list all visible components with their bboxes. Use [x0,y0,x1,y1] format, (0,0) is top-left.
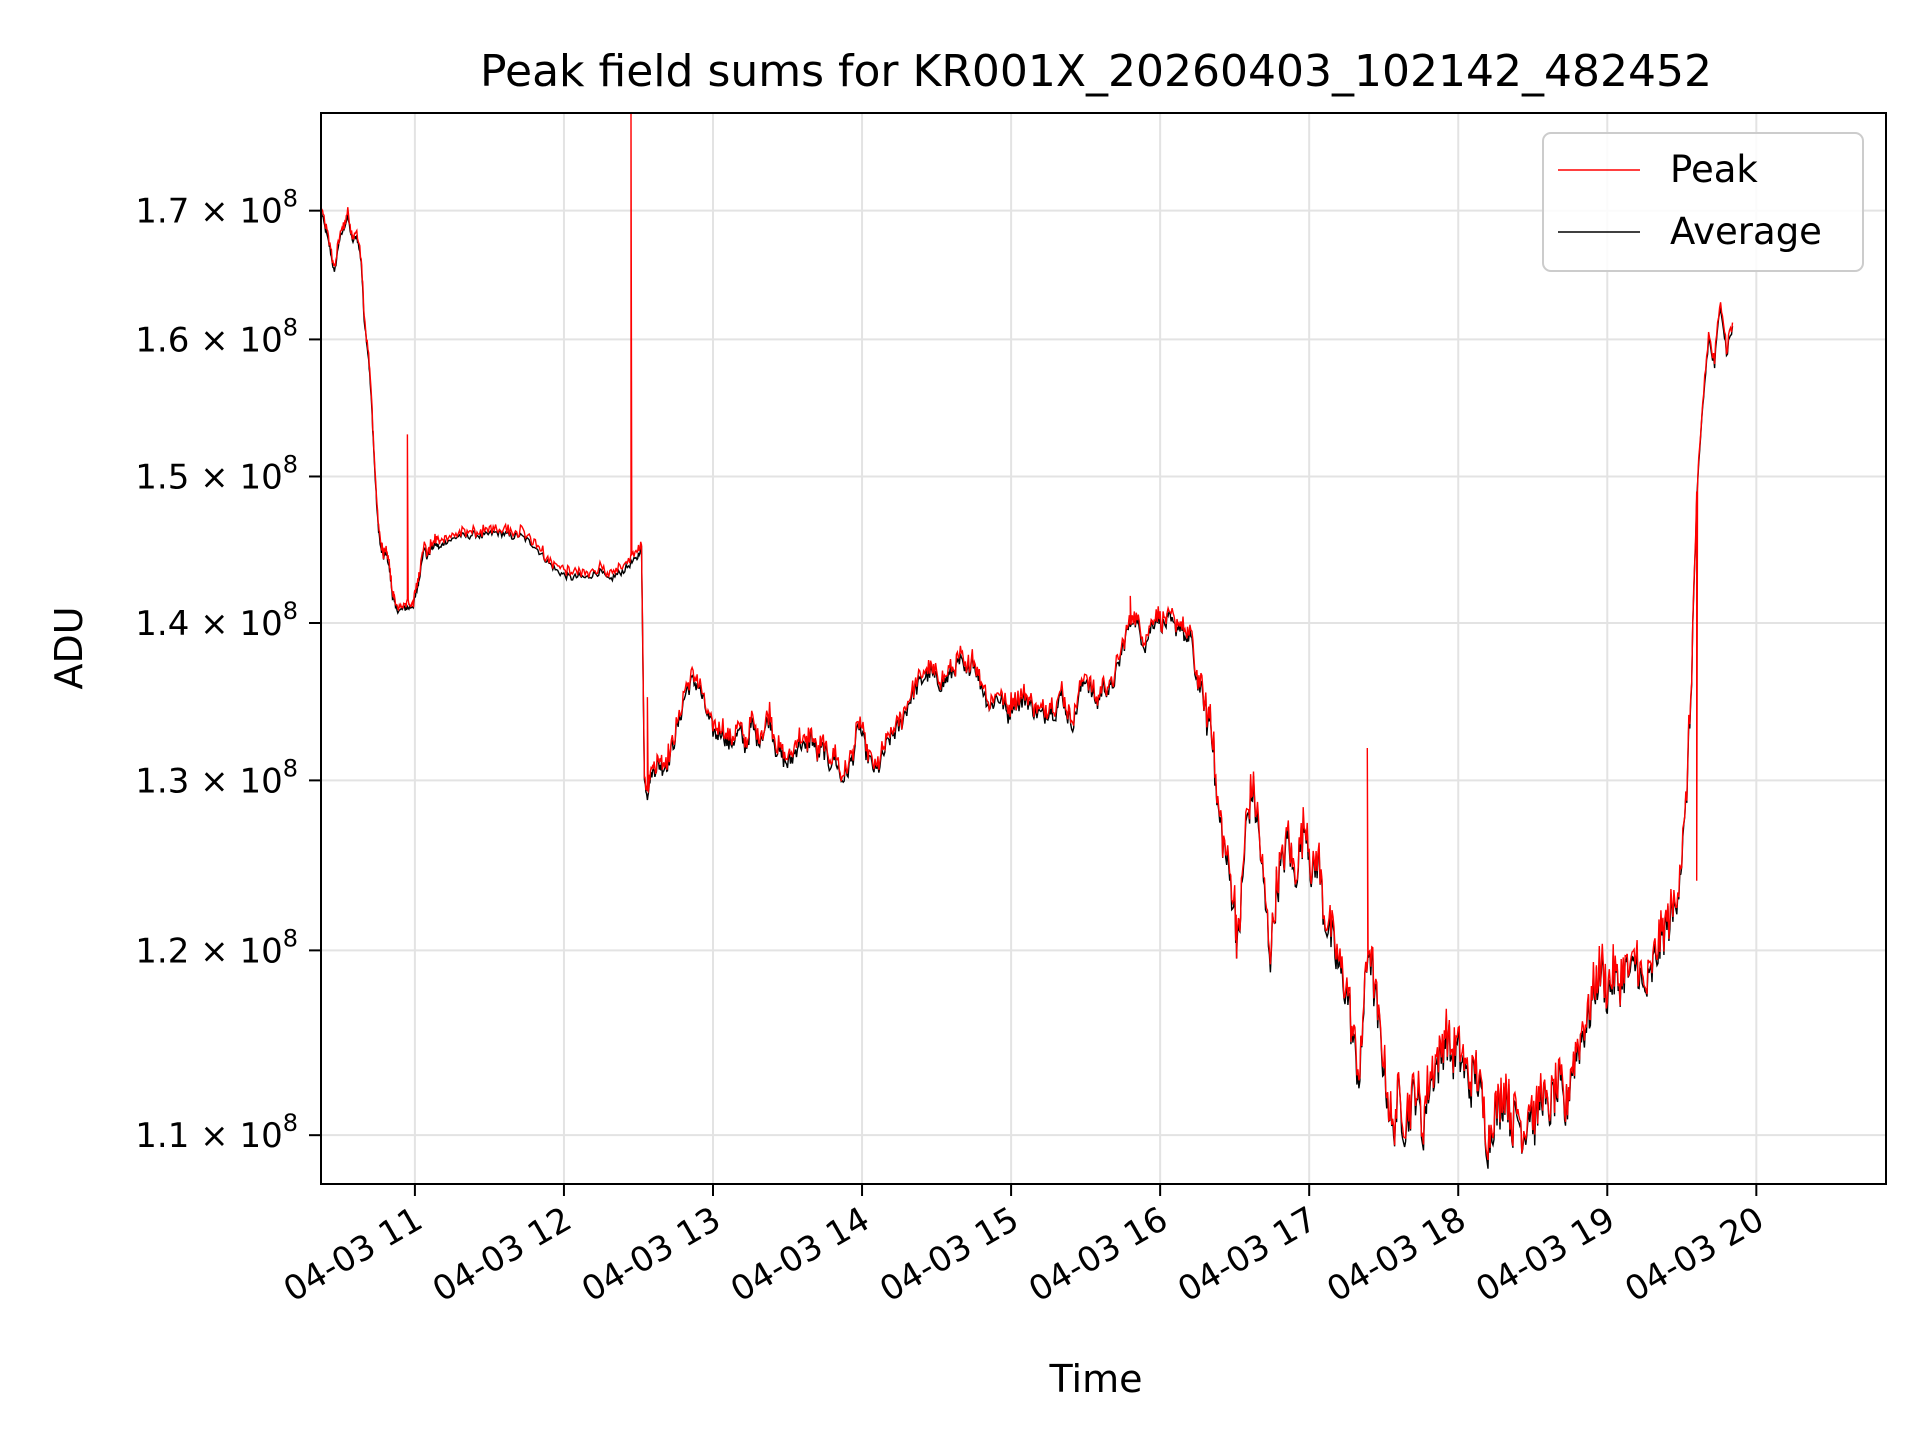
legend-box [1542,132,1864,272]
y-axis-label: ADU [47,606,91,689]
x-tick-label: 04-03 11 [277,1199,429,1310]
y-tick-exponent: 8 [283,313,298,341]
grid [321,113,1886,1184]
legend: Peak Average [1542,132,1864,272]
x-tick-label: 04-03 15 [873,1199,1025,1310]
chart-title: Peak field sums for KR001X_20260403_1021… [480,46,1712,97]
y-tick-mantissa: 1.5 [135,457,189,497]
legend-peak-label: Peak [1670,148,1758,191]
x-axis-label: Time [1049,1357,1143,1401]
series-lines [320,112,1734,1169]
y-tick-label: 1.3 × 108 [135,754,298,801]
y-tick-mantissa: 1.1 [135,1116,189,1156]
y-tick-mantissa: 1.6 [135,320,189,360]
x-tick-label: 04-03 12 [426,1199,578,1310]
x-tick-label: 04-03 18 [1320,1199,1472,1310]
x-tick-label: 04-03 17 [1171,1199,1323,1310]
y-tick-label: 1.1 × 108 [135,1109,298,1156]
y-tick-mantissa: 1.7 [135,192,189,232]
series-peak-line [320,112,1734,1161]
y-tick-multiplier: × 10 [189,604,282,644]
legend-average-label: Average [1670,210,1822,253]
y-tick-multiplier: × 10 [189,320,282,360]
y-tick-label: 1.5 × 108 [135,450,298,497]
x-tick-label: 04-03 13 [575,1199,727,1310]
y-tick-exponent: 8 [283,1109,298,1137]
y-tick-multiplier: × 10 [189,457,282,497]
x-tick-label: 04-03 16 [1022,1199,1174,1310]
y-tick-mantissa: 1.4 [135,604,189,644]
y-tick-label: 1.6 × 108 [135,313,298,360]
y-tick-label: 1.7 × 108 [135,185,298,232]
y-tick-multiplier: × 10 [189,931,282,971]
x-tick-label: 04-03 19 [1469,1199,1621,1310]
x-tick-label: 04-03 20 [1618,1199,1770,1310]
series-average-line [320,209,1734,1169]
y-tick-exponent: 8 [283,450,298,478]
y-tick-multiplier: × 10 [189,761,282,801]
y-tick-label: 1.4 × 108 [135,597,298,644]
y-tick-mantissa: 1.3 [135,761,189,801]
y-tick-mantissa: 1.2 [135,931,189,971]
plot-frame [320,112,1887,1185]
y-tick-label: 1.2 × 108 [135,924,298,971]
y-tick-exponent: 8 [283,754,298,782]
y-tick-exponent: 8 [283,185,298,213]
x-tick-label: 04-03 14 [724,1199,876,1310]
y-tick-exponent: 8 [283,597,298,625]
y-tick-multiplier: × 10 [189,192,282,232]
y-tick-multiplier: × 10 [189,1116,282,1156]
y-tick-exponent: 8 [283,924,298,952]
